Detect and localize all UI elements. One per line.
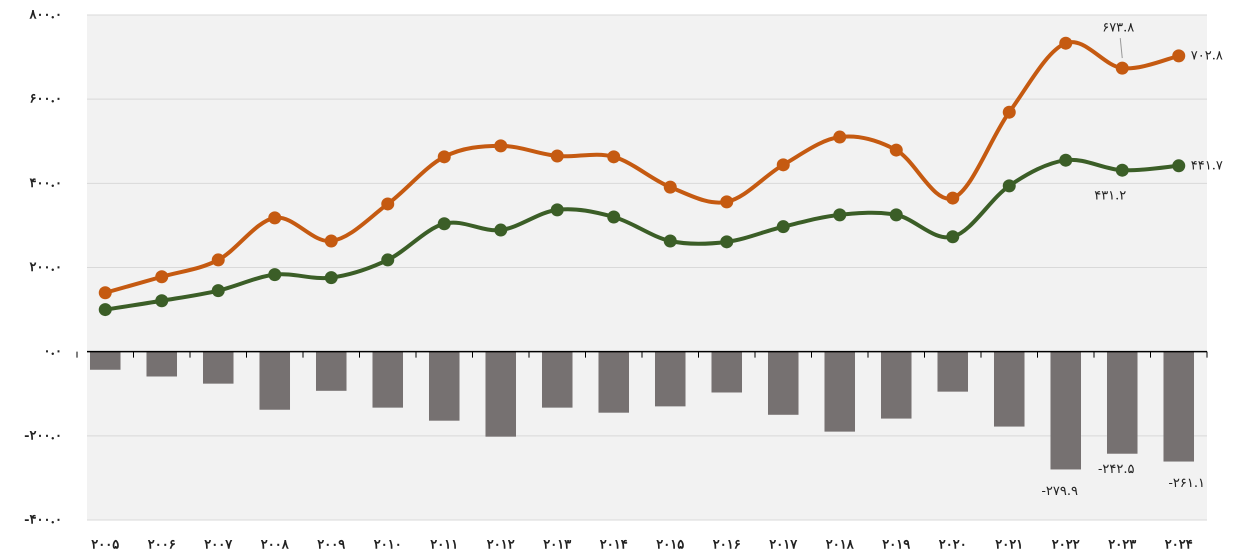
marker bbox=[98, 286, 112, 300]
marker bbox=[889, 208, 903, 222]
bar bbox=[89, 351, 121, 370]
marker bbox=[211, 284, 225, 298]
marker bbox=[720, 235, 734, 249]
marker bbox=[607, 210, 621, 224]
data-label: ۴۴۱.۷ bbox=[1191, 158, 1223, 173]
data-label: ۷۰۲.۸ bbox=[1191, 48, 1223, 63]
marker bbox=[1172, 49, 1186, 63]
x-tick-label: ۲۰۱۷ bbox=[769, 538, 798, 553]
marker bbox=[324, 234, 338, 248]
y-tick-label: ۰.۰ bbox=[44, 344, 63, 359]
marker bbox=[833, 208, 847, 222]
marker bbox=[268, 268, 282, 282]
marker bbox=[437, 217, 451, 231]
y-tick-label: ۲۰۰.۰ bbox=[30, 260, 62, 275]
marker bbox=[324, 271, 338, 285]
bar bbox=[202, 351, 234, 384]
marker bbox=[550, 203, 564, 217]
marker bbox=[1115, 163, 1129, 177]
x-tick-label: ۲۰۲۲ bbox=[1052, 538, 1080, 553]
x-tick-label: ۲۰۱۰ bbox=[374, 538, 402, 553]
marker bbox=[663, 180, 677, 194]
marker bbox=[381, 253, 395, 267]
marker bbox=[211, 253, 225, 267]
bar bbox=[259, 351, 291, 410]
marker bbox=[1002, 105, 1016, 119]
marker bbox=[1172, 159, 1186, 173]
bar bbox=[824, 351, 856, 432]
marker bbox=[889, 143, 903, 157]
x-tick-label: ۲۰۲۰ bbox=[939, 538, 967, 553]
marker bbox=[550, 149, 564, 163]
data-label: ۶۷۳.۸ bbox=[1102, 21, 1134, 36]
x-tick-label: ۲۰۱۹ bbox=[882, 538, 910, 553]
data-label: ۴۳۱.۲ bbox=[1094, 189, 1126, 204]
x-tick-label: ۲۰۲۳ bbox=[1108, 538, 1136, 553]
x-tick-label: ۲۰۱۱ bbox=[430, 538, 458, 553]
bar bbox=[146, 351, 178, 377]
bar bbox=[1050, 351, 1082, 470]
marker bbox=[1059, 36, 1073, 50]
marker bbox=[155, 270, 169, 284]
y-tick-label: -۲۰۰.۰ bbox=[24, 428, 62, 443]
bar bbox=[598, 351, 630, 413]
x-tick-label: ۲۰۱۲ bbox=[487, 538, 515, 553]
marker bbox=[663, 234, 677, 248]
bar bbox=[937, 351, 969, 392]
marker bbox=[381, 197, 395, 211]
bar bbox=[711, 351, 743, 393]
bar bbox=[428, 351, 460, 421]
marker bbox=[1059, 153, 1073, 167]
marker bbox=[833, 130, 847, 144]
x-tick-label: ۲۰۰۶ bbox=[148, 538, 176, 553]
marker bbox=[720, 195, 734, 209]
x-tick-label: ۲۰۲۱ bbox=[995, 538, 1023, 553]
bar bbox=[541, 351, 573, 408]
marker bbox=[776, 158, 790, 172]
data-label: -۲۷۹.۹ bbox=[1042, 484, 1078, 499]
marker bbox=[946, 191, 960, 205]
x-tick-label: ۲۰۱۵ bbox=[656, 538, 684, 553]
y-tick-label: ۸۰۰.۰ bbox=[29, 8, 62, 23]
x-tick-label: ۲۰۱۴ bbox=[600, 538, 628, 553]
x-tick-label: ۲۰۰۷ bbox=[204, 538, 233, 553]
data-label: -۲۴۲.۵ bbox=[1098, 462, 1134, 477]
bar bbox=[767, 351, 799, 415]
bar bbox=[372, 351, 404, 408]
x-tick-label: ۲۰۰۸ bbox=[261, 538, 290, 553]
x-tick-label: ۲۰۰۹ bbox=[317, 538, 345, 553]
bar bbox=[654, 351, 686, 407]
x-tick-label: ۲۰۲۴ bbox=[1165, 538, 1193, 553]
marker bbox=[607, 150, 621, 164]
marker bbox=[494, 139, 508, 153]
marker bbox=[98, 303, 112, 317]
marker bbox=[776, 220, 790, 234]
line bbox=[104, 157, 1179, 312]
bar bbox=[1163, 351, 1195, 462]
bar bbox=[485, 351, 517, 437]
marker bbox=[155, 294, 169, 308]
marker bbox=[494, 223, 508, 237]
marker bbox=[1115, 61, 1129, 75]
y-tick-label: ۶۰۰.۰ bbox=[30, 92, 62, 107]
marker bbox=[268, 211, 282, 225]
marker bbox=[437, 150, 451, 164]
x-tick-label: ۲۰۱۸ bbox=[826, 538, 855, 553]
x-tick-label: ۲۰۱۳ bbox=[543, 538, 571, 553]
marker bbox=[1002, 179, 1016, 193]
bar bbox=[993, 351, 1025, 427]
marker bbox=[946, 230, 960, 244]
bar bbox=[1106, 351, 1138, 454]
x-tick-label: ۲۰۰۵ bbox=[91, 538, 119, 553]
data-label: -۲۶۱.۱ bbox=[1169, 476, 1205, 491]
y-tick-label: -۴۰۰.۰ bbox=[24, 513, 62, 528]
leader-line bbox=[1119, 38, 1123, 59]
bar bbox=[315, 351, 347, 391]
x-tick-label: ۲۰۱۶ bbox=[713, 538, 741, 553]
y-tick-label: ۴۰۰.۰ bbox=[30, 176, 62, 191]
bar bbox=[880, 351, 912, 419]
